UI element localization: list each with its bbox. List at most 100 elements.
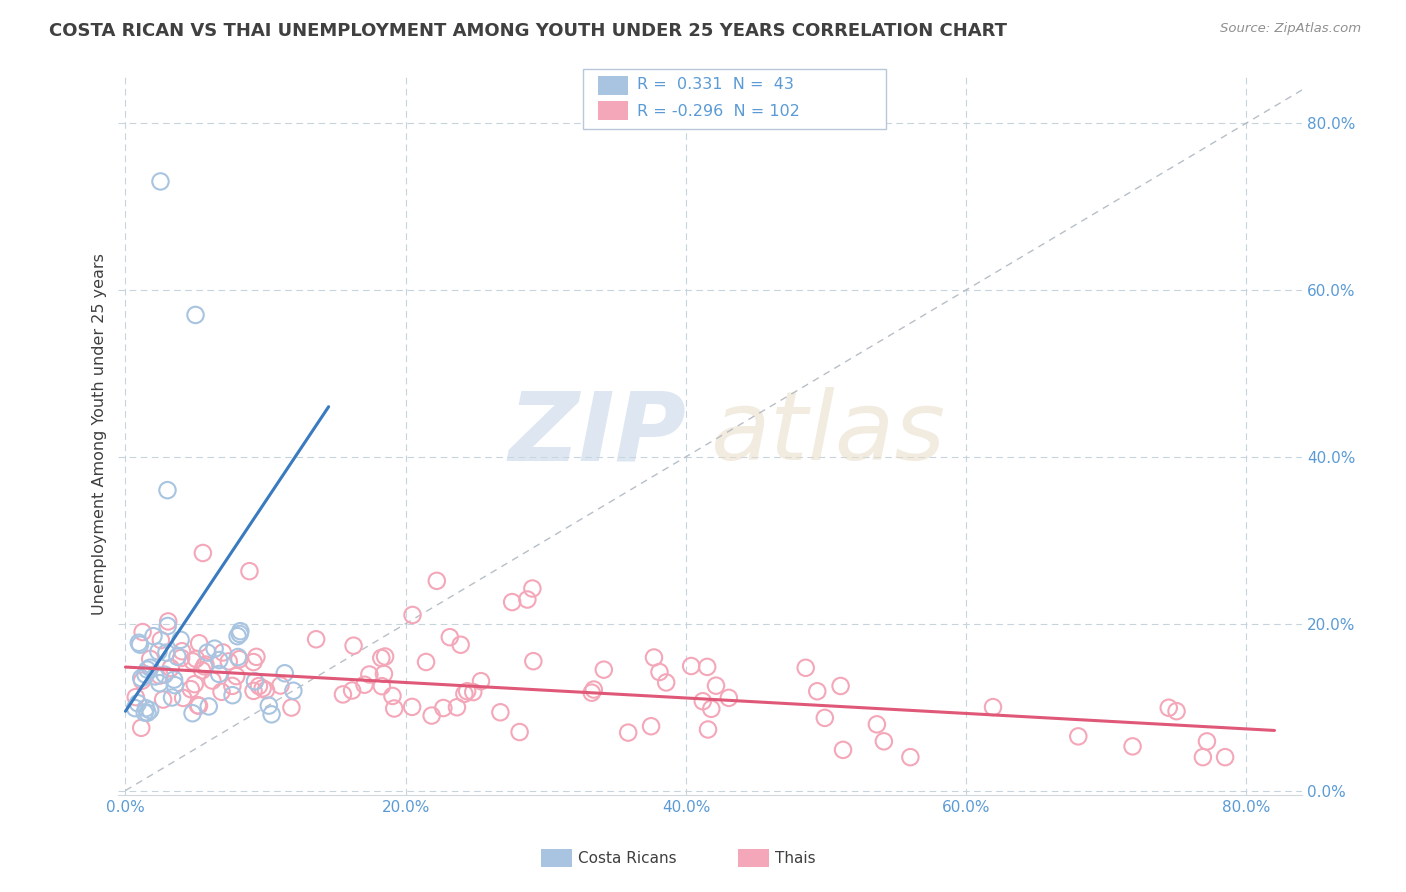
Point — [180, 682, 202, 697]
Point — [139, 703, 162, 717]
Point — [163, 678, 186, 692]
Point — [371, 679, 394, 693]
Point — [359, 667, 381, 681]
Point — [648, 665, 671, 679]
Point — [582, 682, 605, 697]
Point — [157, 615, 180, 629]
Point — [873, 734, 896, 748]
Point — [1166, 704, 1188, 718]
Point — [1157, 700, 1180, 714]
Point — [228, 652, 250, 666]
Point — [254, 683, 277, 698]
Point — [257, 698, 280, 713]
Text: R =  0.331  N =  43: R = 0.331 N = 43 — [637, 78, 794, 92]
Point — [208, 653, 231, 667]
Point — [226, 629, 249, 643]
Text: Thais: Thais — [775, 851, 815, 865]
Point — [143, 669, 166, 683]
Point — [704, 679, 727, 693]
Point — [134, 706, 156, 720]
Point — [866, 717, 889, 731]
Point — [135, 701, 157, 715]
Point — [1195, 734, 1218, 748]
Point — [522, 654, 544, 668]
Point — [501, 595, 523, 609]
Point — [420, 708, 443, 723]
Point — [204, 641, 226, 656]
Point — [159, 661, 181, 675]
Point — [197, 699, 219, 714]
Point — [129, 721, 152, 735]
Point — [187, 698, 209, 713]
Point — [125, 690, 148, 705]
Text: COSTA RICAN VS THAI UNEMPLOYMENT AMONG YOUTH UNDER 25 YEARS CORRELATION CHART: COSTA RICAN VS THAI UNEMPLOYMENT AMONG Y… — [49, 22, 1007, 40]
Point — [181, 706, 204, 721]
Point — [136, 706, 159, 720]
Point — [124, 701, 146, 715]
Point — [229, 624, 252, 639]
Point — [426, 574, 449, 588]
Point — [830, 679, 852, 693]
Point — [242, 684, 264, 698]
Point — [252, 681, 274, 696]
Point — [274, 666, 297, 681]
Text: Source: ZipAtlas.com: Source: ZipAtlas.com — [1220, 22, 1361, 36]
Point — [228, 627, 250, 641]
Point — [353, 678, 375, 692]
Point — [163, 673, 186, 687]
Point — [640, 719, 662, 733]
Point — [260, 707, 283, 722]
Point — [172, 690, 194, 705]
Point — [156, 483, 179, 498]
Point — [681, 659, 703, 673]
Point — [139, 652, 162, 666]
Point — [456, 684, 478, 698]
Point — [489, 706, 512, 720]
Point — [243, 674, 266, 689]
Point — [128, 636, 150, 650]
Point — [450, 638, 472, 652]
Point — [169, 632, 191, 647]
Point — [463, 685, 485, 699]
Point — [305, 632, 328, 647]
Point — [439, 630, 461, 644]
Point — [832, 743, 855, 757]
Point — [221, 688, 243, 702]
Point — [193, 659, 215, 673]
Point — [516, 592, 538, 607]
Point — [373, 666, 395, 681]
Point — [283, 683, 305, 698]
Point — [898, 750, 921, 764]
Point — [401, 699, 423, 714]
Point — [211, 685, 233, 699]
Point — [155, 646, 177, 660]
Y-axis label: Unemployment Among Youth under 25 years: Unemployment Among Youth under 25 years — [93, 253, 107, 615]
Point — [226, 650, 249, 665]
Text: R = -0.296  N = 102: R = -0.296 N = 102 — [637, 104, 800, 119]
Point — [184, 652, 207, 666]
Point — [191, 546, 214, 560]
Point — [432, 701, 454, 715]
Text: atlas: atlas — [710, 387, 945, 480]
Point — [170, 651, 193, 665]
Point — [342, 639, 364, 653]
Point — [160, 690, 183, 705]
Point — [194, 657, 217, 672]
Point — [149, 633, 172, 648]
Point — [183, 677, 205, 691]
Point — [188, 698, 211, 713]
Point — [131, 625, 153, 640]
Point — [453, 687, 475, 701]
Point — [238, 564, 260, 578]
Point — [184, 308, 207, 322]
Point — [188, 636, 211, 650]
Point — [522, 582, 544, 596]
Point — [697, 723, 720, 737]
Point — [1192, 750, 1215, 764]
Point — [446, 700, 468, 714]
Point — [1122, 739, 1144, 754]
Point — [212, 646, 235, 660]
Point — [170, 644, 193, 658]
Point — [197, 646, 219, 660]
Point — [153, 667, 176, 681]
